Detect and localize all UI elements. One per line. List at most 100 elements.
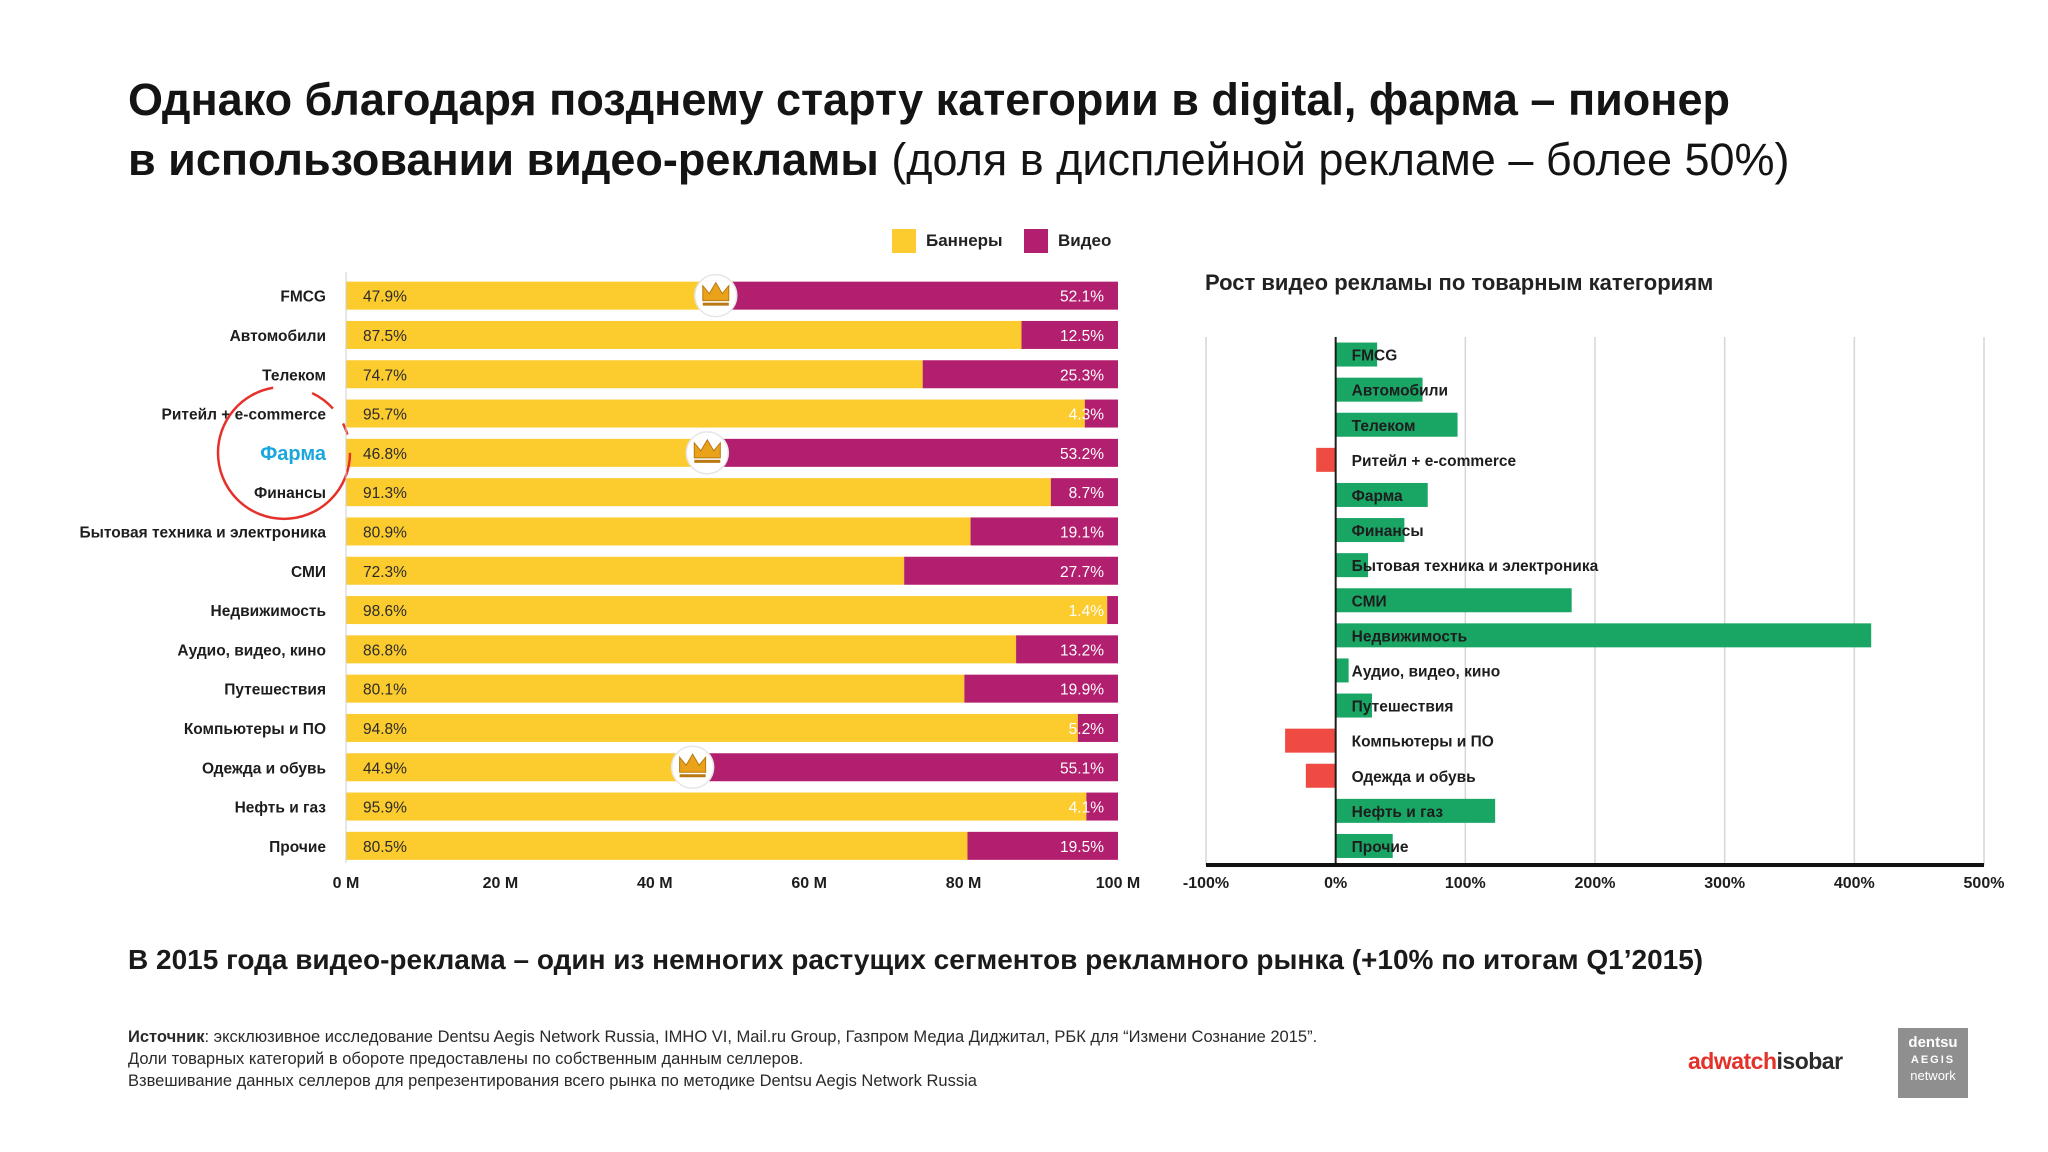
growth-category-label: Одежда и обувь bbox=[1352, 769, 1476, 786]
category-label: Нефть и газ bbox=[235, 800, 327, 817]
bar-video bbox=[1050, 478, 1118, 507]
source-text: : эксклюзивное исследование Dentsu Aegis… bbox=[204, 1028, 1318, 1046]
bar-label-banners: 91.3% bbox=[363, 485, 407, 502]
left-x-tick-label: 0 M bbox=[333, 875, 360, 892]
bar-label-video: 55.1% bbox=[1060, 760, 1104, 777]
bar-label-video: 1.4% bbox=[1069, 603, 1105, 620]
charts-canvas: 47.9% 52.1% FMCG 87.5% 12.5% Автомобили 74.7% 2… bbox=[79, 272, 2005, 892]
growth-category-label: Прочие bbox=[1352, 839, 1409, 856]
bar-video bbox=[692, 753, 1118, 782]
growth-bar bbox=[1335, 798, 1496, 823]
category-label: Путешествия bbox=[224, 682, 326, 699]
bar-banners bbox=[346, 792, 1087, 821]
growth-category-label: Путешествия bbox=[1352, 699, 1454, 716]
dentsu-logo-line-1: dentsu bbox=[1908, 1034, 1958, 1051]
left-x-tick-label: 60 M bbox=[791, 875, 827, 892]
crown-icon-base bbox=[702, 302, 729, 306]
right-x-tick-label: 400% bbox=[1834, 875, 1875, 892]
growth-category-label: Аудио, видео, кино bbox=[1352, 663, 1501, 680]
growth-category-label: Фарма bbox=[1352, 488, 1403, 505]
bar-label-video: 52.1% bbox=[1060, 289, 1104, 306]
bar-banners bbox=[346, 831, 968, 860]
bar-label-banners: 74.7% bbox=[363, 367, 407, 384]
adwatch-logo-part-b: isobar bbox=[1776, 1048, 1844, 1074]
left-x-tick-label: 40 M bbox=[637, 875, 673, 892]
bar-video bbox=[1084, 399, 1118, 428]
category-label: Одежда и обувь bbox=[202, 760, 326, 777]
bar-video bbox=[967, 831, 1118, 860]
category-label: Аудио, видео, кино bbox=[177, 642, 326, 659]
growth-category-label: Компьютеры и ПО bbox=[1352, 734, 1494, 751]
crown-icon bbox=[702, 281, 730, 302]
bar-video bbox=[1107, 596, 1118, 625]
adwatch-logo-part-a: adwatch bbox=[1688, 1048, 1777, 1074]
left-x-tick-label: 80 M bbox=[946, 875, 982, 892]
title-line-2: в использовании видео-рекламы (доля в ди… bbox=[128, 130, 1988, 190]
bar-banners bbox=[346, 517, 971, 546]
source-line-3: Взвешивание данных селлеров для репрезен… bbox=[128, 1072, 977, 1090]
bar-banners bbox=[346, 713, 1078, 742]
right-x-tick-label: -100% bbox=[1183, 875, 1229, 892]
bar-video bbox=[922, 360, 1118, 389]
bar-banners bbox=[346, 360, 923, 389]
bar-label-video: 8.7% bbox=[1069, 485, 1105, 502]
growth-category-label: Ритейл + e-commerce bbox=[1352, 453, 1517, 470]
bar-banners bbox=[346, 556, 905, 585]
left-x-tick-label: 100 M bbox=[1096, 875, 1140, 892]
bar-label-banners: 72.3% bbox=[363, 564, 407, 581]
dentsu-aegis-logo: dentsu AEGIS network bbox=[1898, 1028, 1968, 1098]
legend-label-banners: Баннеры bbox=[926, 231, 1003, 250]
bar-label-video: 13.2% bbox=[1060, 642, 1104, 659]
bar-video bbox=[1086, 792, 1118, 821]
legend-swatch-banners bbox=[892, 229, 916, 253]
page-title: Однако благодаря позднему старту категор… bbox=[128, 70, 1988, 190]
bar-label-video: 27.7% bbox=[1060, 564, 1104, 581]
growth-category-label: Финансы bbox=[1352, 523, 1424, 540]
bar-label-banners: 47.9% bbox=[363, 289, 407, 306]
growth-bar bbox=[1335, 623, 1872, 648]
source-line-1: Источник: эксклюзивное исследование Dent… bbox=[128, 1026, 1317, 1048]
bar-label-video: 12.5% bbox=[1060, 328, 1104, 345]
bar-label-video: 53.2% bbox=[1060, 446, 1104, 463]
growth-category-label: FMCG bbox=[1352, 348, 1398, 365]
growth-bar bbox=[1316, 447, 1336, 472]
growth-bar bbox=[1335, 482, 1428, 507]
title-line-2-bold: в использовании видео-рекламы bbox=[128, 134, 879, 185]
title-line-1: Однако благодаря позднему старту категор… bbox=[128, 74, 1730, 125]
growth-bar bbox=[1335, 553, 1369, 578]
bar-label-banners: 94.8% bbox=[363, 721, 407, 738]
growth-bar bbox=[1335, 412, 1458, 437]
growth-bar bbox=[1335, 342, 1378, 367]
crown-icon bbox=[679, 753, 707, 773]
legend-swatch-video bbox=[1024, 229, 1048, 253]
category-label: СМИ bbox=[291, 564, 326, 581]
category-label: Бытовая техника и электроника bbox=[79, 524, 326, 541]
category-label: Автомобили bbox=[230, 328, 326, 345]
bar-label-video: 19.9% bbox=[1060, 682, 1104, 699]
legend-item-video: Видео bbox=[1024, 229, 1111, 253]
growth-bar bbox=[1335, 377, 1423, 402]
bar-video bbox=[904, 556, 1118, 585]
category-label: Фарма bbox=[260, 443, 327, 465]
bar-banners bbox=[346, 438, 708, 467]
bar-video bbox=[1016, 635, 1118, 664]
bar-label-banners: 80.1% bbox=[363, 682, 407, 699]
right-x-tick-label: 0% bbox=[1324, 875, 1347, 892]
growth-category-label: Телеком bbox=[1352, 418, 1416, 435]
legend-item-banners: Баннеры bbox=[892, 229, 1003, 253]
bar-video bbox=[1077, 713, 1118, 742]
bar-label-video: 19.5% bbox=[1060, 839, 1104, 856]
bar-label-video: 4.3% bbox=[1069, 407, 1105, 424]
growth-bar bbox=[1335, 588, 1572, 613]
growth-chart-title: Рост видео рекламы по товарным категория… bbox=[1205, 270, 1714, 295]
right-x-tick-label: 300% bbox=[1704, 875, 1745, 892]
right-x-tick-label: 500% bbox=[1964, 875, 2005, 892]
growth-category-label: Автомобили bbox=[1352, 383, 1448, 400]
growth-category-label: Недвижимость bbox=[1352, 628, 1468, 645]
title-line-2-light: (доля в дисплейной рекламе – более 50%) bbox=[878, 134, 1790, 185]
category-label: Компьютеры и ПО bbox=[184, 721, 326, 738]
dentsu-logo-line-3: network bbox=[1910, 1068, 1956, 1083]
bar-label-banners: 95.7% bbox=[363, 407, 407, 424]
bar-video bbox=[970, 517, 1118, 546]
growth-bar bbox=[1305, 763, 1336, 788]
